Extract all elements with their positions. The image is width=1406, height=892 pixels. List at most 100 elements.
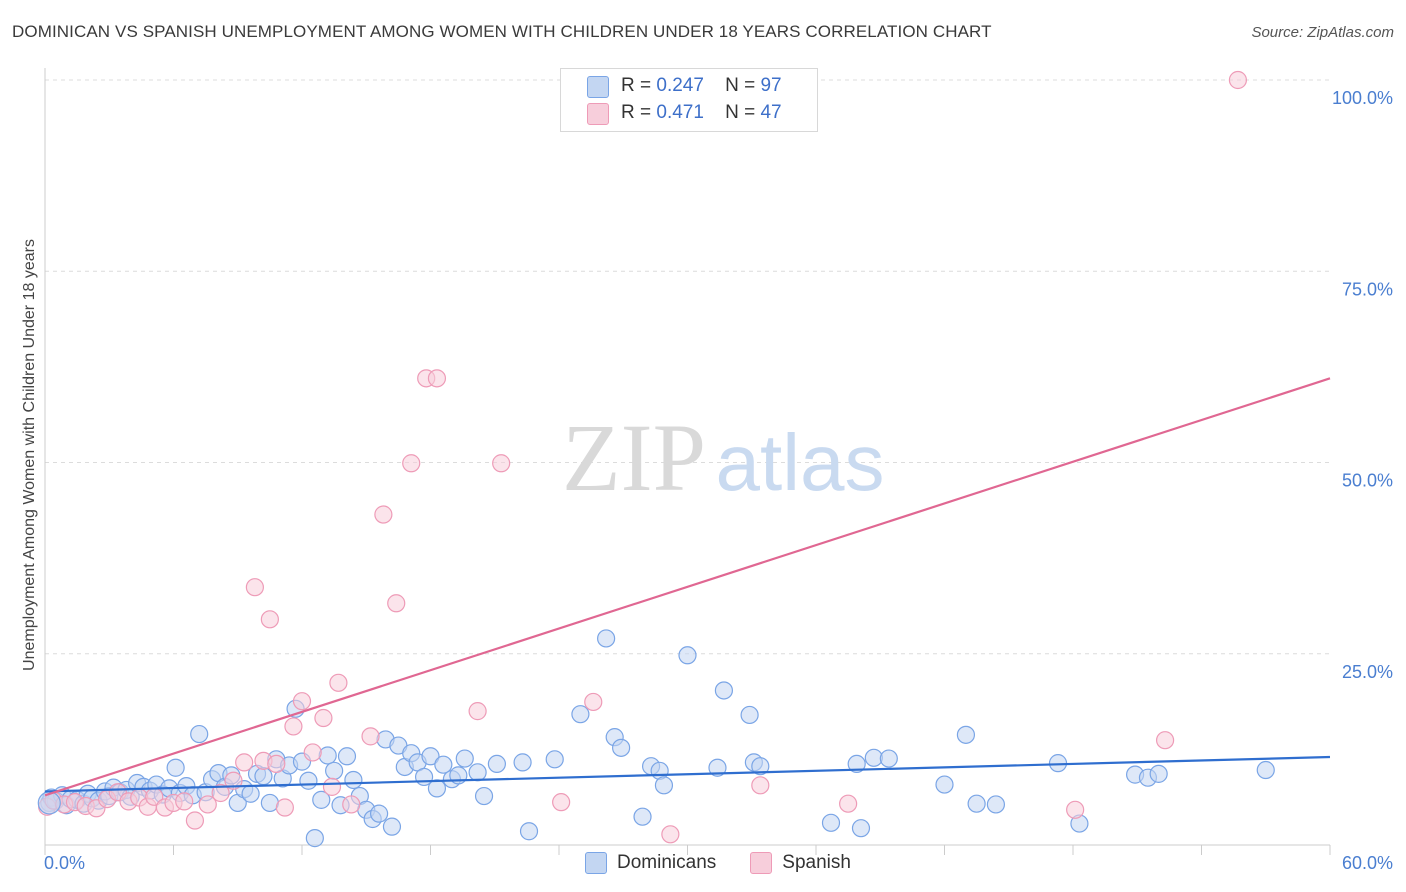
dominicans-point (821, 813, 841, 832)
y-tick-label: 100.0% (1332, 88, 1393, 108)
legend-label-dominicans: Dominicans (617, 852, 717, 873)
dominicans-point (545, 750, 564, 769)
dominicans-trend-line (44, 755, 1331, 793)
dominicans-point (427, 779, 447, 798)
spanish-point (245, 578, 264, 597)
dominicans-point (678, 646, 697, 665)
dominicans-point (847, 754, 866, 774)
n-value: 47 (760, 102, 782, 123)
spanish-point (661, 825, 680, 844)
dominicans-point (241, 784, 260, 803)
spanish-point (387, 594, 406, 613)
dominicans-point (571, 705, 590, 724)
dominicans-point (325, 761, 344, 780)
spanish-point (342, 795, 361, 814)
y-tick-label: 50.0% (1342, 471, 1393, 491)
dominicans-point (370, 804, 389, 823)
dominicans-point (260, 793, 279, 813)
spanish-point (292, 692, 312, 711)
dominicans-point (654, 776, 674, 795)
dominicans-point (487, 754, 506, 774)
legend-label-spanish: Spanish (782, 852, 851, 873)
spanish-point (1066, 800, 1085, 819)
spanish-point (839, 794, 858, 813)
dominicans-point (935, 775, 954, 794)
spanish-swatch (587, 103, 609, 125)
axes (44, 68, 1331, 855)
dominicans-point (1149, 764, 1168, 783)
dominicans-point (312, 790, 331, 809)
x-tick-label: 60.0% (1342, 853, 1393, 873)
grid-lines (45, 79, 1330, 655)
watermark-atlas: atlas (716, 418, 885, 507)
dominicans-point (37, 791, 61, 815)
spanish-point (314, 708, 333, 728)
stats-legend: R = 0.247 N = 97 R = 0.471 N = 47 (560, 68, 818, 132)
dominicans-point (190, 724, 209, 744)
y-tick-label: 75.0% (1342, 279, 1393, 299)
spanish-point (492, 454, 511, 473)
dominicans-legend-swatch (585, 852, 607, 874)
spanish-point (224, 771, 243, 790)
spanish-point (374, 505, 393, 524)
watermark-zip: ZIP (562, 404, 706, 511)
spanish-point (322, 777, 342, 796)
legend-item-spanish[interactable]: Spanish (750, 852, 851, 874)
dominicans-point (254, 767, 273, 786)
source-label: Source: ZipAtlas.com (1251, 24, 1394, 41)
y-tick-label: 25.0% (1342, 662, 1393, 682)
dominicans-point (382, 817, 402, 836)
data-points (37, 70, 1275, 848)
spanish-point (361, 727, 380, 746)
spanish-point (303, 743, 322, 762)
r-value: 0.247 (656, 75, 704, 96)
watermark: ZIP atlas (562, 404, 884, 511)
spanish-point (211, 783, 230, 803)
spanish-point (468, 702, 487, 721)
spanish-point (198, 795, 217, 814)
spanish-point (185, 811, 205, 830)
r-value: 0.471 (656, 102, 704, 123)
dominicans-point (967, 794, 986, 813)
dominicans-point (879, 749, 898, 768)
dominicans-point (708, 758, 727, 777)
dominicans-point (513, 753, 532, 772)
dominicans-point (166, 758, 185, 777)
dominicans-point (337, 747, 357, 766)
spanish-point (552, 793, 571, 812)
spanish-point (260, 610, 279, 629)
dominicans-point (519, 822, 539, 841)
spanish-legend-swatch (750, 852, 773, 874)
n-label: N = (725, 102, 756, 123)
tick-labels: 25.0% 50.0% 75.0% 100.0% 0.0% 60.0% (44, 88, 1393, 873)
spanish-point (267, 754, 286, 774)
spanish-trend-line (44, 377, 1331, 797)
dominicans-point (318, 746, 337, 765)
spanish-point (284, 717, 303, 736)
dominicans-point (474, 786, 494, 806)
n-label: N = (725, 75, 756, 96)
dominicans-point (751, 757, 770, 776)
r-label: R = (621, 102, 652, 123)
chart-title: DOMINICAN VS SPANISH UNEMPLOYMENT AMONG … (12, 22, 992, 41)
spanish-point (175, 792, 194, 811)
dominicans-swatch (587, 76, 609, 98)
r-label: R = (621, 75, 652, 96)
series-legend: Dominicans Spanish (585, 852, 885, 874)
dominicans-point (714, 681, 734, 700)
dominicans-point (612, 738, 631, 757)
spanish-point (329, 673, 348, 692)
legend-item-dominicans[interactable]: Dominicans (585, 852, 716, 874)
dominicans-point (986, 795, 1006, 814)
dominicans-point (455, 749, 474, 768)
dominicans-point (421, 747, 440, 766)
spanish-point (275, 798, 294, 817)
dominicans-point (956, 725, 976, 744)
dominicans-point (1256, 760, 1275, 780)
trend-lines (44, 377, 1331, 797)
dominicans-point (299, 771, 318, 790)
spanish-point (235, 753, 254, 772)
x-tick-label: 0.0% (44, 853, 85, 873)
dominicans-point (344, 770, 363, 790)
